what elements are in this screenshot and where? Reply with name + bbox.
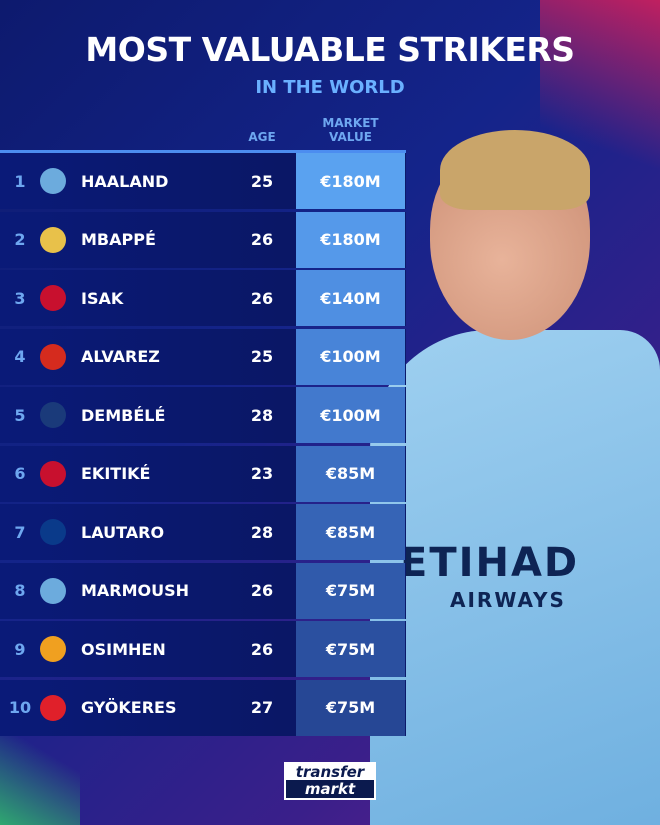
player-age: 26 bbox=[250, 639, 274, 659]
player-age: 23 bbox=[250, 464, 274, 483]
market-value-header-line1: MARKET bbox=[322, 116, 379, 130]
age-header: AGE bbox=[248, 130, 276, 144]
player-age: 28 bbox=[250, 405, 274, 425]
player-name: MARMOUSH bbox=[81, 581, 190, 600]
table-row: 10 GYÖKERES 27 €75M bbox=[0, 679, 406, 736]
market-value: €75M bbox=[296, 562, 405, 619]
player-name: HAALAND bbox=[81, 171, 169, 191]
market-value: €180M bbox=[296, 211, 405, 268]
player-name: MBAPPÉ bbox=[81, 230, 156, 249]
table-row: 9 OSIMHEN 26 €75M bbox=[0, 621, 406, 677]
market-value: €100M bbox=[296, 328, 405, 385]
player-age: 26 bbox=[250, 581, 274, 600]
market-value-header: MARKET VALUE bbox=[296, 116, 405, 144]
rank: 1 bbox=[14, 171, 26, 191]
rank: 8 bbox=[14, 581, 26, 600]
shirt-sponsor: ETIHAD bbox=[400, 540, 580, 586]
player-hair bbox=[440, 130, 590, 210]
club-crest-icon bbox=[40, 168, 66, 194]
page-subtitle: IN THE WORLD bbox=[255, 77, 405, 98]
rank: 3 bbox=[14, 288, 26, 308]
table-row: 8 MARMOUSH 26 €75M bbox=[0, 562, 406, 619]
rank: 7 bbox=[14, 522, 26, 542]
club-crest-icon bbox=[40, 285, 66, 311]
player-age: 27 bbox=[250, 698, 274, 717]
rank: 10 bbox=[8, 698, 32, 717]
club-crest-icon bbox=[40, 519, 66, 545]
market-value-header-line2: VALUE bbox=[329, 130, 372, 144]
player-name: OSIMHEN bbox=[81, 639, 166, 659]
market-value: €140M bbox=[296, 270, 405, 326]
player-name: ALVAREZ bbox=[81, 347, 160, 366]
club-crest-icon bbox=[40, 226, 66, 253]
market-value: €75M bbox=[296, 679, 405, 736]
market-value: €85M bbox=[296, 504, 405, 560]
club-crest-icon bbox=[40, 694, 66, 721]
shirt-sponsor-sub: AIRWAYS bbox=[450, 588, 566, 612]
header-divider bbox=[0, 150, 406, 153]
player-name: ISAK bbox=[81, 288, 124, 308]
market-value: €75M bbox=[296, 621, 405, 677]
table-row: 6 EKITIKÉ 23 €85M bbox=[0, 445, 406, 502]
shirt bbox=[370, 330, 660, 825]
rank: 4 bbox=[14, 347, 26, 366]
player-age: 26 bbox=[250, 230, 274, 249]
player-age: 25 bbox=[250, 171, 274, 191]
table-row: 5 DEMBÉLÉ 28 €100M bbox=[0, 387, 406, 443]
table-row: 7 LAUTARO 28 €85M bbox=[0, 504, 406, 560]
player-name: EKITIKÉ bbox=[81, 464, 151, 483]
club-crest-icon bbox=[40, 343, 66, 370]
player-photo: ETIHAD AIRWAYS bbox=[370, 120, 660, 825]
market-value: €100M bbox=[296, 387, 405, 443]
table-row: 2 MBAPPÉ 26 €180M bbox=[0, 211, 406, 268]
player-name: GYÖKERES bbox=[81, 698, 177, 717]
table-row: 3 ISAK 26 €140M bbox=[0, 270, 406, 326]
rank: 6 bbox=[14, 464, 26, 483]
market-value: €85M bbox=[296, 445, 405, 502]
player-age: 28 bbox=[250, 522, 274, 542]
table-row: 4 ALVAREZ 25 €100M bbox=[0, 328, 406, 385]
rank: 9 bbox=[14, 639, 26, 659]
club-crest-icon bbox=[40, 402, 66, 428]
player-age: 25 bbox=[250, 347, 274, 366]
club-crest-icon bbox=[40, 460, 66, 487]
page-title: MOST VALUABLE STRIKERS bbox=[85, 30, 575, 69]
market-value: €180M bbox=[296, 153, 405, 209]
club-crest-icon bbox=[40, 636, 66, 662]
player-name: DEMBÉLÉ bbox=[81, 405, 166, 425]
table-row: 1 HAALAND 25 €180M bbox=[0, 153, 406, 209]
club-crest-icon bbox=[40, 577, 66, 604]
player-name: LAUTARO bbox=[81, 522, 165, 542]
logo-line1: transfer bbox=[295, 763, 365, 781]
rank: 2 bbox=[14, 230, 26, 249]
transfermarkt-logo: transfer markt bbox=[284, 762, 376, 800]
logo-line2: markt bbox=[286, 780, 374, 798]
player-age: 26 bbox=[250, 288, 274, 308]
rank: 5 bbox=[14, 405, 26, 425]
